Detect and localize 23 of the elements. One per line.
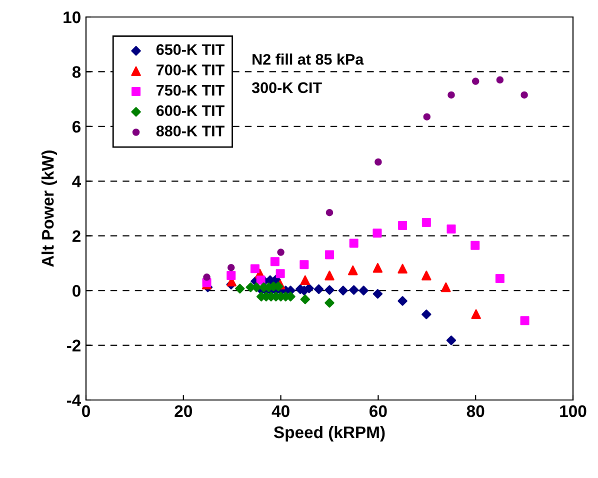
y-tick-label: -4: [66, 394, 82, 406]
x-tick-label: 0: [82, 405, 90, 418]
y-tick-label: 2: [72, 230, 80, 242]
legend-label: 600-K TIT: [156, 105, 224, 116]
x-tick-label: 60: [370, 405, 387, 418]
legend-label: 880-K TIT: [156, 126, 224, 136]
y-tick-label: 0: [72, 284, 80, 297]
legend-label: 750-K TIT: [156, 84, 224, 96]
x-tick-label: 100: [560, 405, 586, 418]
annotation: N2 fill at 85 kPa: [252, 54, 364, 65]
y-tick-label: 8: [72, 66, 81, 78]
y-tick-label: 4: [72, 176, 82, 188]
y-tick-label: 6: [72, 120, 81, 133]
y-axis-title: Alt Power (kW): [42, 150, 58, 267]
legend-label: 650-K TIT: [156, 44, 224, 55]
x-tick-label: 20: [174, 405, 192, 418]
x-tick-label: 40: [272, 405, 290, 418]
y-tick-label: 10: [64, 11, 80, 24]
x-tick-label: 80: [466, 405, 484, 418]
annotation: 300-K CIT: [252, 82, 322, 94]
y-tick-label: -2: [66, 340, 80, 352]
x-axis-title: Speed (kRPM): [274, 426, 385, 442]
legend-label: 700-K TIT: [156, 64, 224, 76]
